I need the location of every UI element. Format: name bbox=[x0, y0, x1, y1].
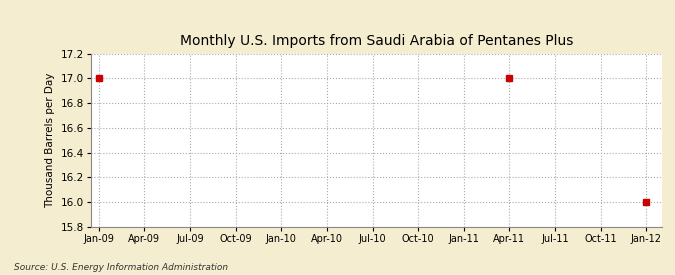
Title: Monthly U.S. Imports from Saudi Arabia of Pentanes Plus: Monthly U.S. Imports from Saudi Arabia o… bbox=[180, 34, 573, 48]
Y-axis label: Thousand Barrels per Day: Thousand Barrels per Day bbox=[45, 73, 55, 208]
Text: Source: U.S. Energy Information Administration: Source: U.S. Energy Information Administ… bbox=[14, 263, 227, 272]
